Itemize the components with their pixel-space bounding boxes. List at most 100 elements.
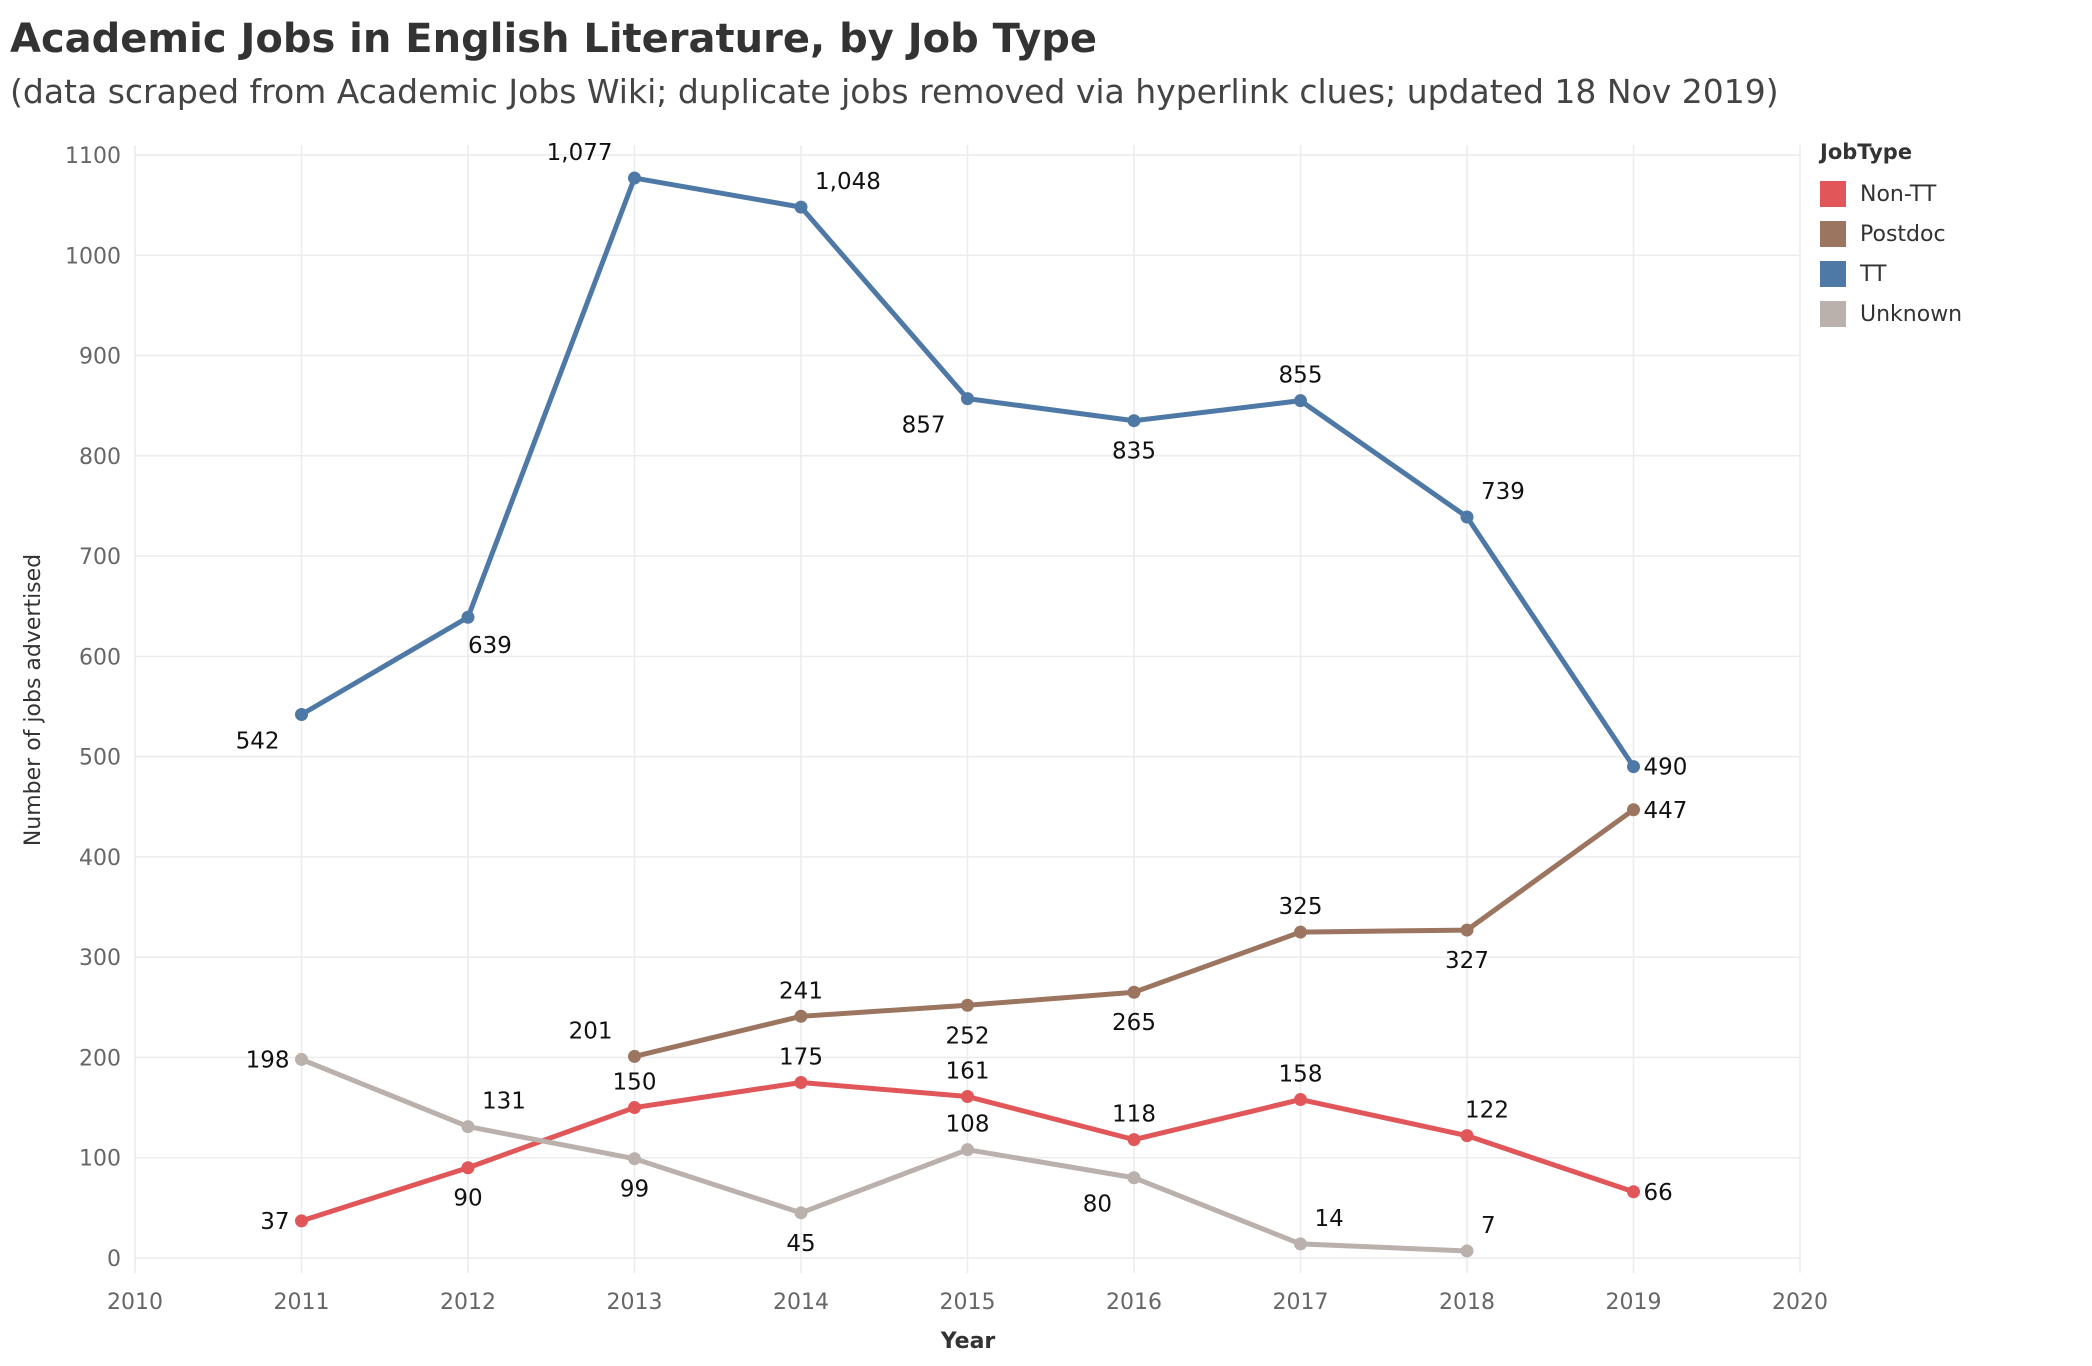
data-label-postdoc: 252 (946, 1023, 990, 1049)
data-point-unknown (1460, 1244, 1474, 1258)
data-label-non-tt: 175 (779, 1044, 823, 1070)
y-tick-label: 600 (79, 645, 121, 670)
x-tick-label: 2015 (940, 1290, 996, 1315)
x-tick-label: 2010 (107, 1290, 163, 1315)
data-point-unknown (794, 1206, 808, 1220)
data-label-tt: 639 (468, 633, 512, 659)
data-point-postdoc (1627, 803, 1640, 817)
data-label-non-tt: 118 (1112, 1102, 1156, 1128)
data-point-tt (1127, 414, 1141, 428)
x-tick-label: 2018 (1439, 1290, 1495, 1315)
data-point-unknown (295, 1052, 308, 1066)
x-tick-label: 2014 (773, 1290, 829, 1315)
y-tick-label: 400 (79, 846, 121, 871)
x-tick-label: 2012 (440, 1290, 496, 1315)
data-label-unknown: 198 (246, 1047, 290, 1073)
legend-title: JobType (1820, 140, 1913, 164)
data-point-tt (295, 708, 308, 722)
y-tick-label: 500 (79, 746, 121, 771)
data-label-postdoc: 241 (779, 978, 823, 1004)
legend-label: TT (1860, 261, 1887, 287)
y-tick-label: 700 (79, 545, 121, 570)
legend-item-non-tt: Non-TT (1820, 174, 1962, 214)
legend-items: Non-TT Postdoc TT Unknown (1820, 174, 1962, 334)
series-lines (295, 171, 1640, 1258)
data-label-tt: 490 (1644, 755, 1688, 781)
x-tick-label: 2019 (1606, 1290, 1662, 1315)
x-tick-label: 2013 (607, 1290, 663, 1315)
data-point-postdoc (961, 998, 974, 1012)
legend-swatch (1820, 221, 1846, 247)
chart-title: Academic Jobs in English Literature, by … (10, 16, 1098, 62)
data-label-postdoc: 447 (1644, 798, 1688, 824)
y-tick-label: 0 (107, 1247, 121, 1272)
y-tick-label: 100 (79, 1147, 121, 1172)
data-label-tt: 855 (1279, 363, 1323, 389)
data-label-tt: 542 (236, 729, 280, 755)
series-line-unknown (299, 1056, 1470, 1254)
chart-subtitle: (data scraped from Academic Jobs Wiki; d… (10, 72, 1779, 111)
data-point-postdoc (794, 1009, 808, 1023)
data-label-postdoc: 325 (1279, 894, 1323, 920)
data-label-tt: 1,077 (547, 140, 613, 166)
data-label-postdoc: 265 (1112, 1010, 1156, 1036)
data-labels: 37 90 150 175 161 118 158 122 66 201 241 252 265 325 3… (236, 140, 1688, 1257)
data-point-tt (1627, 760, 1640, 774)
x-tick-label: 2020 (1772, 1290, 1828, 1315)
y-tick-label: 1100 (65, 144, 121, 169)
x-tick-label: 2017 (1273, 1290, 1329, 1315)
y-tick-label: 900 (79, 345, 121, 370)
y-axis-title: Number of jobs advertised (21, 554, 46, 846)
data-point-non-tt (295, 1214, 308, 1228)
legend-item-unknown: Unknown (1820, 294, 1962, 334)
data-point-non-tt (1294, 1093, 1307, 1107)
legend-label: Non-TT (1860, 181, 1937, 207)
data-point-non-tt (961, 1090, 974, 1104)
legend-swatch (1820, 181, 1846, 207)
y-tick-label: 800 (79, 445, 121, 470)
data-point-non-tt (1627, 1185, 1640, 1199)
data-label-non-tt: 158 (1279, 1062, 1323, 1088)
data-label-postdoc: 327 (1445, 948, 1489, 974)
data-point-non-tt (1127, 1133, 1141, 1147)
data-label-unknown: 7 (1481, 1213, 1496, 1239)
data-point-postdoc (1294, 925, 1307, 939)
grid (134, 145, 1801, 1273)
x-tick-label: 2011 (274, 1290, 330, 1315)
data-point-tt (628, 171, 641, 185)
data-label-non-tt: 66 (1644, 1180, 1673, 1206)
data-point-non-tt (1460, 1129, 1474, 1143)
data-point-non-tt (628, 1101, 641, 1115)
y-tick-label: 200 (79, 1046, 121, 1071)
data-point-non-tt (461, 1161, 475, 1175)
legend-swatch (1820, 301, 1846, 327)
data-label-tt: 835 (1112, 439, 1156, 465)
data-label-unknown: 99 (620, 1177, 649, 1203)
data-point-tt (1460, 510, 1474, 524)
data-point-tt (1294, 394, 1307, 408)
data-label-tt: 1,048 (815, 169, 881, 195)
data-point-unknown (628, 1152, 641, 1166)
data-point-tt (461, 610, 475, 624)
data-label-non-tt: 122 (1465, 1098, 1509, 1124)
data-point-postdoc (1460, 923, 1474, 937)
legend-label: Unknown (1860, 301, 1963, 327)
y-tick-label: 1000 (65, 244, 121, 269)
data-point-unknown (961, 1143, 974, 1157)
data-label-unknown: 14 (1315, 1206, 1344, 1232)
data-label-unknown: 80 (1083, 1192, 1112, 1218)
axes: 0 100 200 300 400 500 600 700 800 900 1000 1100 2010… (65, 144, 1828, 1315)
data-label-non-tt: 90 (453, 1186, 482, 1212)
data-label-unknown: 108 (946, 1112, 990, 1138)
data-label-postdoc: 201 (569, 1018, 613, 1044)
data-point-postdoc (628, 1049, 641, 1063)
y-tick-label: 300 (79, 946, 121, 971)
data-label-non-tt: 37 (260, 1209, 289, 1235)
x-axis-title: Year (940, 1329, 996, 1354)
data-point-unknown (1127, 1171, 1141, 1185)
data-point-unknown (1294, 1237, 1307, 1251)
data-label-tt: 857 (902, 413, 946, 439)
data-label-unknown: 45 (786, 1231, 815, 1257)
data-label-tt: 739 (1481, 479, 1525, 505)
